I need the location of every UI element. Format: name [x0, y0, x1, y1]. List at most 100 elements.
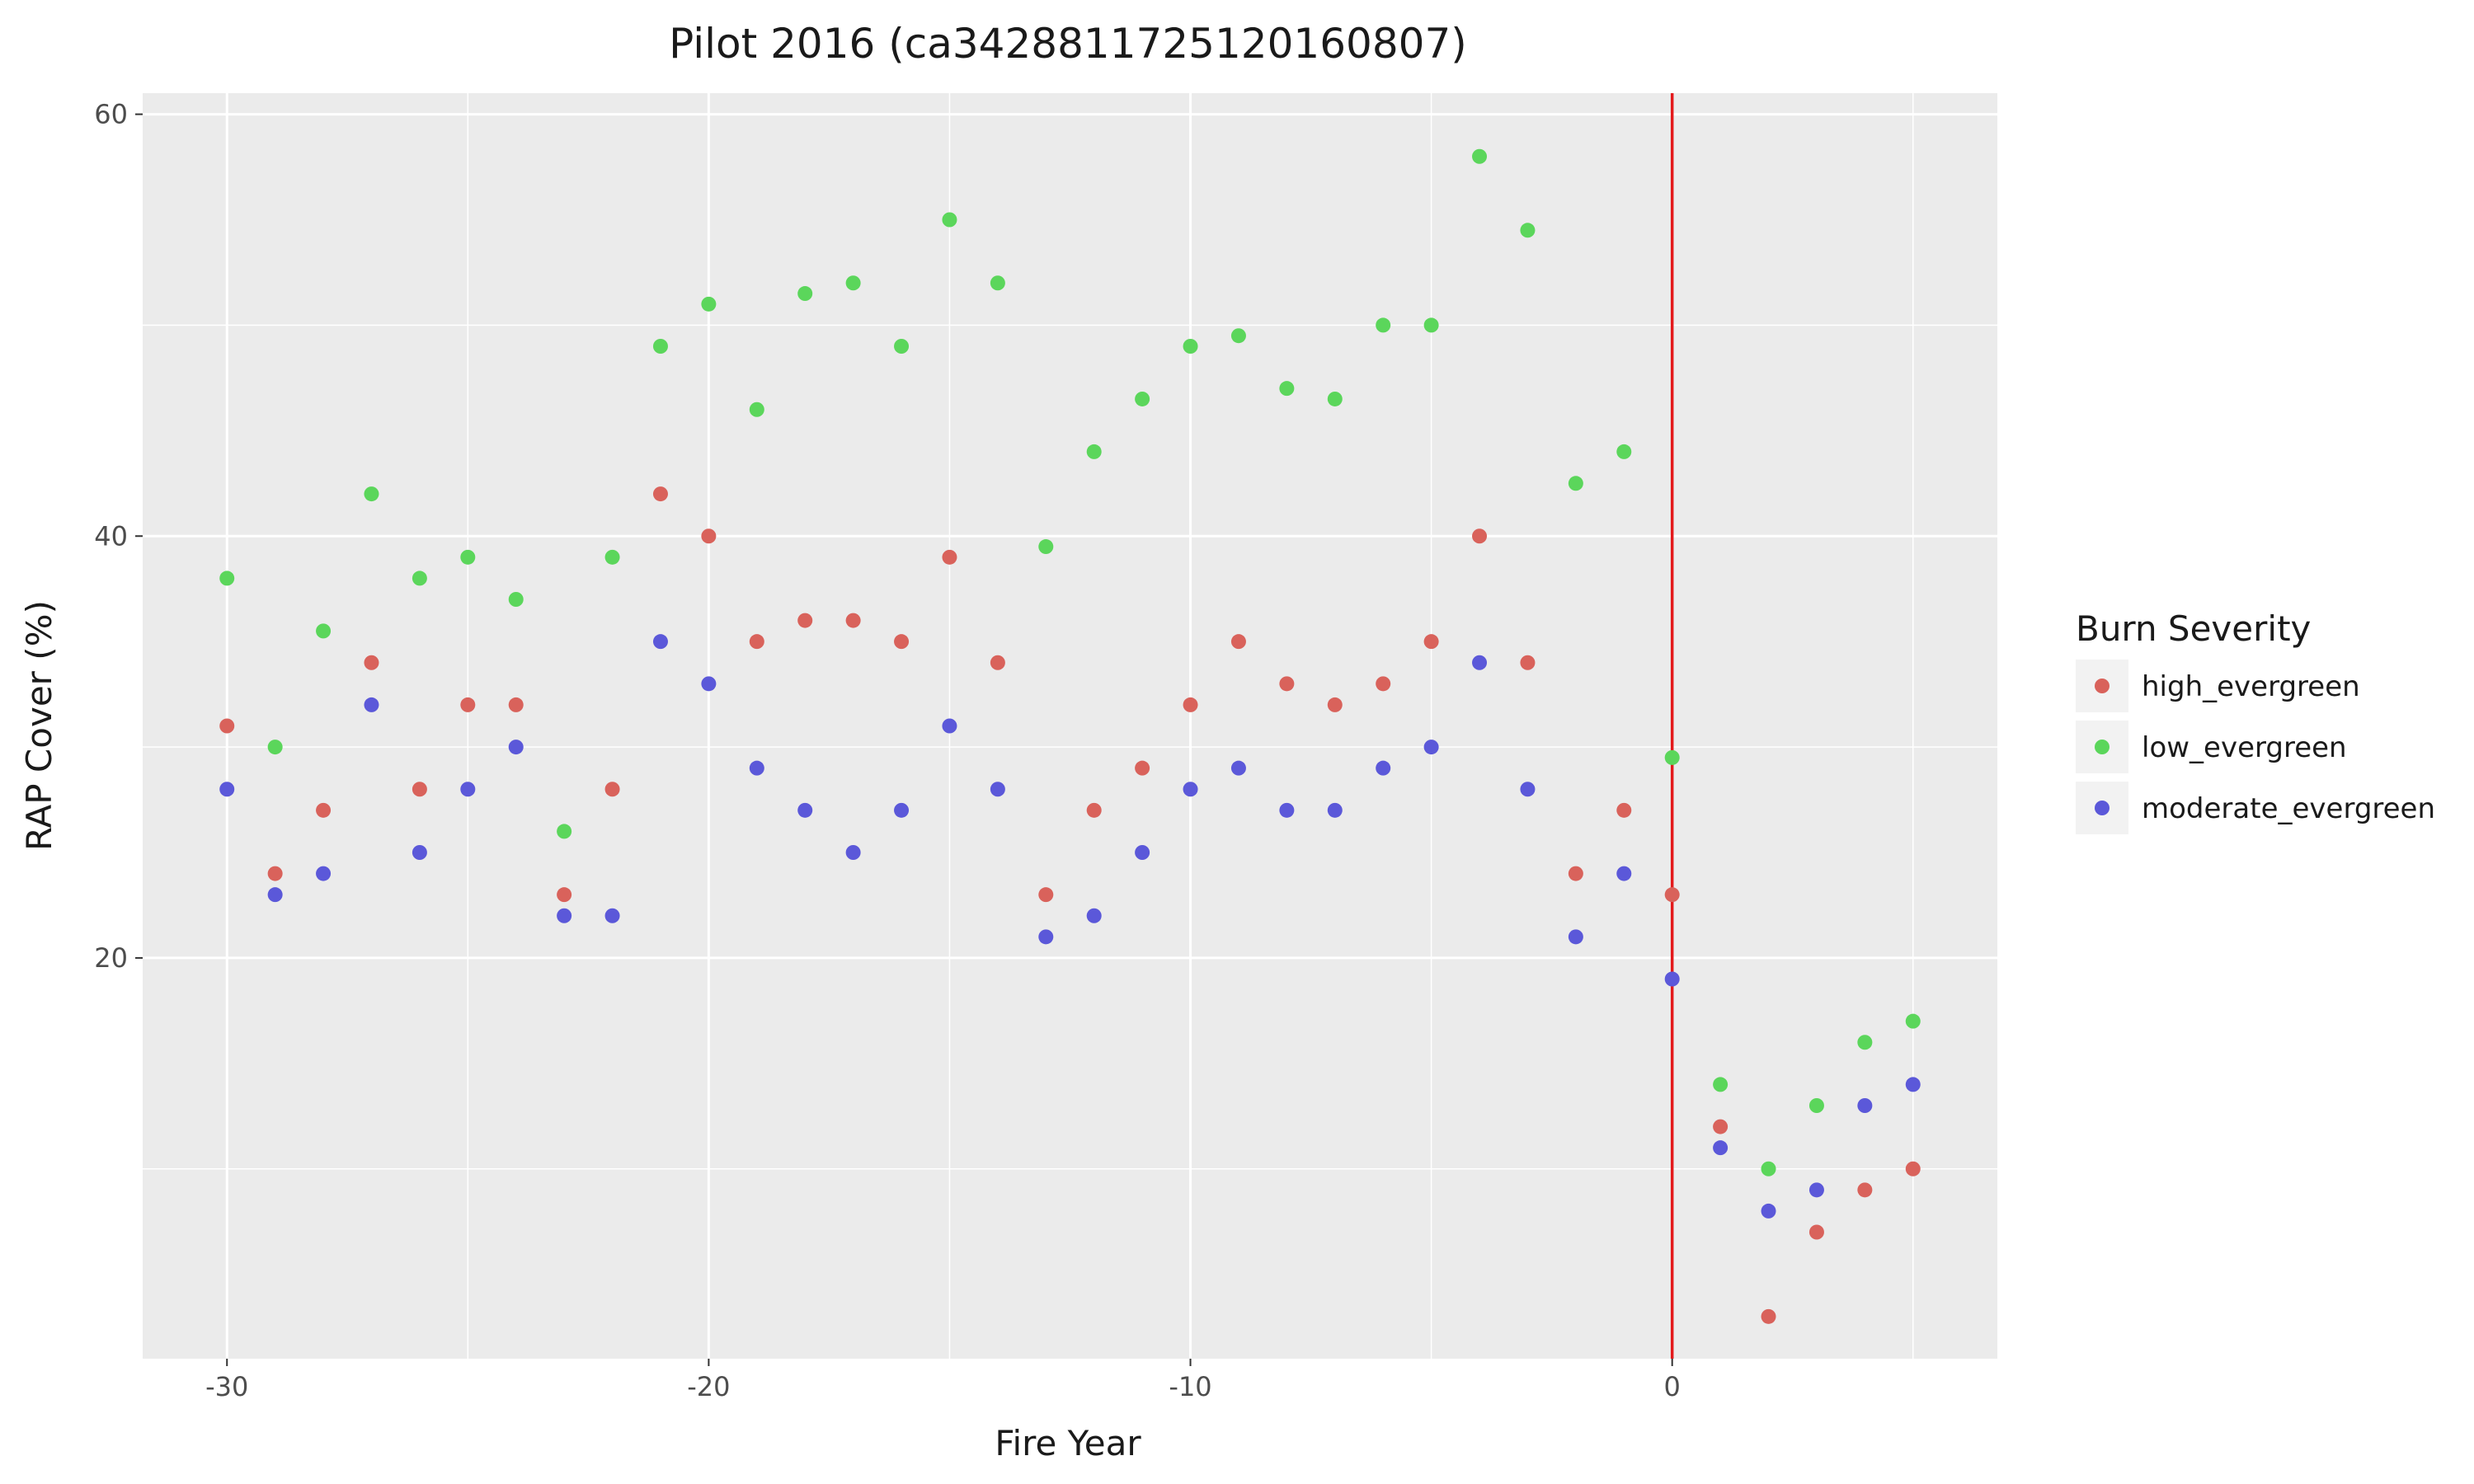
data-point-low_evergreen — [1616, 444, 1632, 459]
y-tick-label: 60 — [94, 99, 128, 130]
data-point-low_evergreen — [1376, 317, 1391, 333]
data-point-high_evergreen — [652, 486, 668, 502]
legend-label: high_evergreen — [2142, 670, 2360, 703]
data-point-moderate_evergreen — [1713, 1140, 1729, 1156]
data-point-low_evergreen — [508, 592, 524, 607]
data-point-moderate_evergreen — [1230, 760, 1246, 776]
data-point-moderate_evergreen — [316, 866, 332, 881]
data-point-moderate_evergreen — [749, 760, 764, 776]
data-point-moderate_evergreen — [219, 782, 235, 797]
data-point-low_evergreen — [364, 486, 379, 502]
data-point-low_evergreen — [845, 275, 861, 291]
x-axis-title: Fire Year — [995, 1423, 1141, 1463]
data-point-moderate_evergreen — [412, 845, 427, 860]
data-point-high_evergreen — [1086, 802, 1102, 818]
data-points — [219, 148, 1921, 1324]
data-point-high_evergreen — [990, 655, 1005, 670]
data-point-low_evergreen — [1135, 391, 1150, 406]
data-point-high_evergreen — [1472, 528, 1488, 544]
data-point-low_evergreen — [1857, 1035, 1873, 1050]
data-point-moderate_evergreen — [1086, 908, 1102, 923]
data-point-high_evergreen — [1279, 676, 1295, 692]
data-point-high_evergreen — [1423, 634, 1439, 650]
data-point-high_evergreen — [508, 697, 524, 712]
data-point-moderate_evergreen — [894, 802, 910, 818]
data-point-high_evergreen — [1520, 655, 1536, 670]
data-point-high_evergreen — [267, 866, 283, 881]
data-point-low_evergreen — [749, 402, 764, 417]
data-point-high_evergreen — [1038, 887, 1054, 903]
data-point-high_evergreen — [845, 613, 861, 628]
data-point-high_evergreen — [701, 528, 717, 544]
data-point-high_evergreen — [557, 887, 572, 903]
x-axis: -30 -20 -10 0 — [205, 1359, 1681, 1402]
data-point-moderate_evergreen — [652, 634, 668, 650]
data-point-moderate_evergreen — [1616, 866, 1632, 881]
data-point-high_evergreen — [894, 634, 910, 650]
data-point-high_evergreen — [412, 782, 427, 797]
data-point-low_evergreen — [1808, 1098, 1824, 1113]
data-point-high_evergreen — [364, 655, 379, 670]
data-point-low_evergreen — [412, 571, 427, 586]
data-point-low_evergreen — [1183, 339, 1198, 354]
data-point-high_evergreen — [1713, 1119, 1729, 1134]
data-point-high_evergreen — [1230, 634, 1246, 650]
data-point-low_evergreen — [652, 339, 668, 354]
data-point-moderate_evergreen — [1472, 655, 1488, 670]
x-tick-label: 0 — [1664, 1371, 1681, 1402]
data-point-low_evergreen — [604, 549, 620, 565]
data-point-high_evergreen — [1857, 1182, 1873, 1198]
data-point-moderate_evergreen — [1183, 782, 1198, 797]
data-point-moderate_evergreen — [1905, 1077, 1921, 1092]
data-point-low_evergreen — [1472, 148, 1488, 164]
data-point-moderate_evergreen — [1279, 802, 1295, 818]
legend-swatch — [2095, 801, 2109, 815]
data-point-moderate_evergreen — [1808, 1182, 1824, 1198]
data-point-high_evergreen — [1905, 1161, 1921, 1176]
data-point-low_evergreen — [1230, 328, 1246, 344]
data-point-low_evergreen — [1086, 444, 1102, 459]
data-point-high_evergreen — [1183, 697, 1198, 712]
data-point-moderate_evergreen — [557, 908, 572, 923]
data-point-moderate_evergreen — [1038, 929, 1054, 945]
plot-panel — [143, 93, 1997, 1359]
data-point-moderate_evergreen — [797, 802, 813, 818]
data-point-high_evergreen — [1616, 802, 1632, 818]
data-point-high_evergreen — [1664, 887, 1680, 903]
data-point-moderate_evergreen — [1327, 802, 1343, 818]
data-point-moderate_evergreen — [701, 676, 717, 692]
data-point-high_evergreen — [1376, 676, 1391, 692]
data-point-moderate_evergreen — [1568, 929, 1583, 945]
data-point-high_evergreen — [1327, 697, 1343, 712]
legend-items: high_evergreen low_evergreen moderate_ever… — [2076, 660, 2435, 834]
data-point-high_evergreen — [797, 613, 813, 628]
data-point-moderate_evergreen — [364, 697, 379, 712]
y-axis-title: RAP Cover (%) — [19, 600, 59, 851]
data-point-moderate_evergreen — [1423, 740, 1439, 755]
data-point-moderate_evergreen — [1857, 1098, 1873, 1113]
data-point-low_evergreen — [460, 549, 476, 565]
data-point-low_evergreen — [1761, 1161, 1776, 1176]
data-point-high_evergreen — [1761, 1308, 1776, 1324]
data-point-low_evergreen — [701, 296, 717, 312]
data-point-low_evergreen — [1713, 1077, 1729, 1092]
data-point-low_evergreen — [797, 286, 813, 302]
data-point-high_evergreen — [460, 697, 476, 712]
chart-title: Pilot 2016 (ca3428811725120160807) — [669, 20, 1467, 68]
data-point-low_evergreen — [1327, 391, 1343, 406]
data-point-moderate_evergreen — [1376, 760, 1391, 776]
data-point-low_evergreen — [894, 339, 910, 354]
data-point-low_evergreen — [942, 212, 957, 228]
data-point-high_evergreen — [1568, 866, 1583, 881]
data-point-low_evergreen — [557, 824, 572, 839]
data-point-high_evergreen — [942, 549, 957, 565]
legend-swatch — [2095, 679, 2109, 693]
data-point-low_evergreen — [1038, 539, 1054, 555]
y-tick-label: 40 — [94, 520, 128, 552]
legend: Burn Severity high_evergreen low_evergree… — [2076, 608, 2435, 834]
data-point-moderate_evergreen — [1135, 845, 1150, 860]
x-tick-label: -10 — [1169, 1371, 1211, 1402]
data-point-low_evergreen — [1568, 476, 1583, 491]
data-point-moderate_evergreen — [990, 782, 1005, 797]
